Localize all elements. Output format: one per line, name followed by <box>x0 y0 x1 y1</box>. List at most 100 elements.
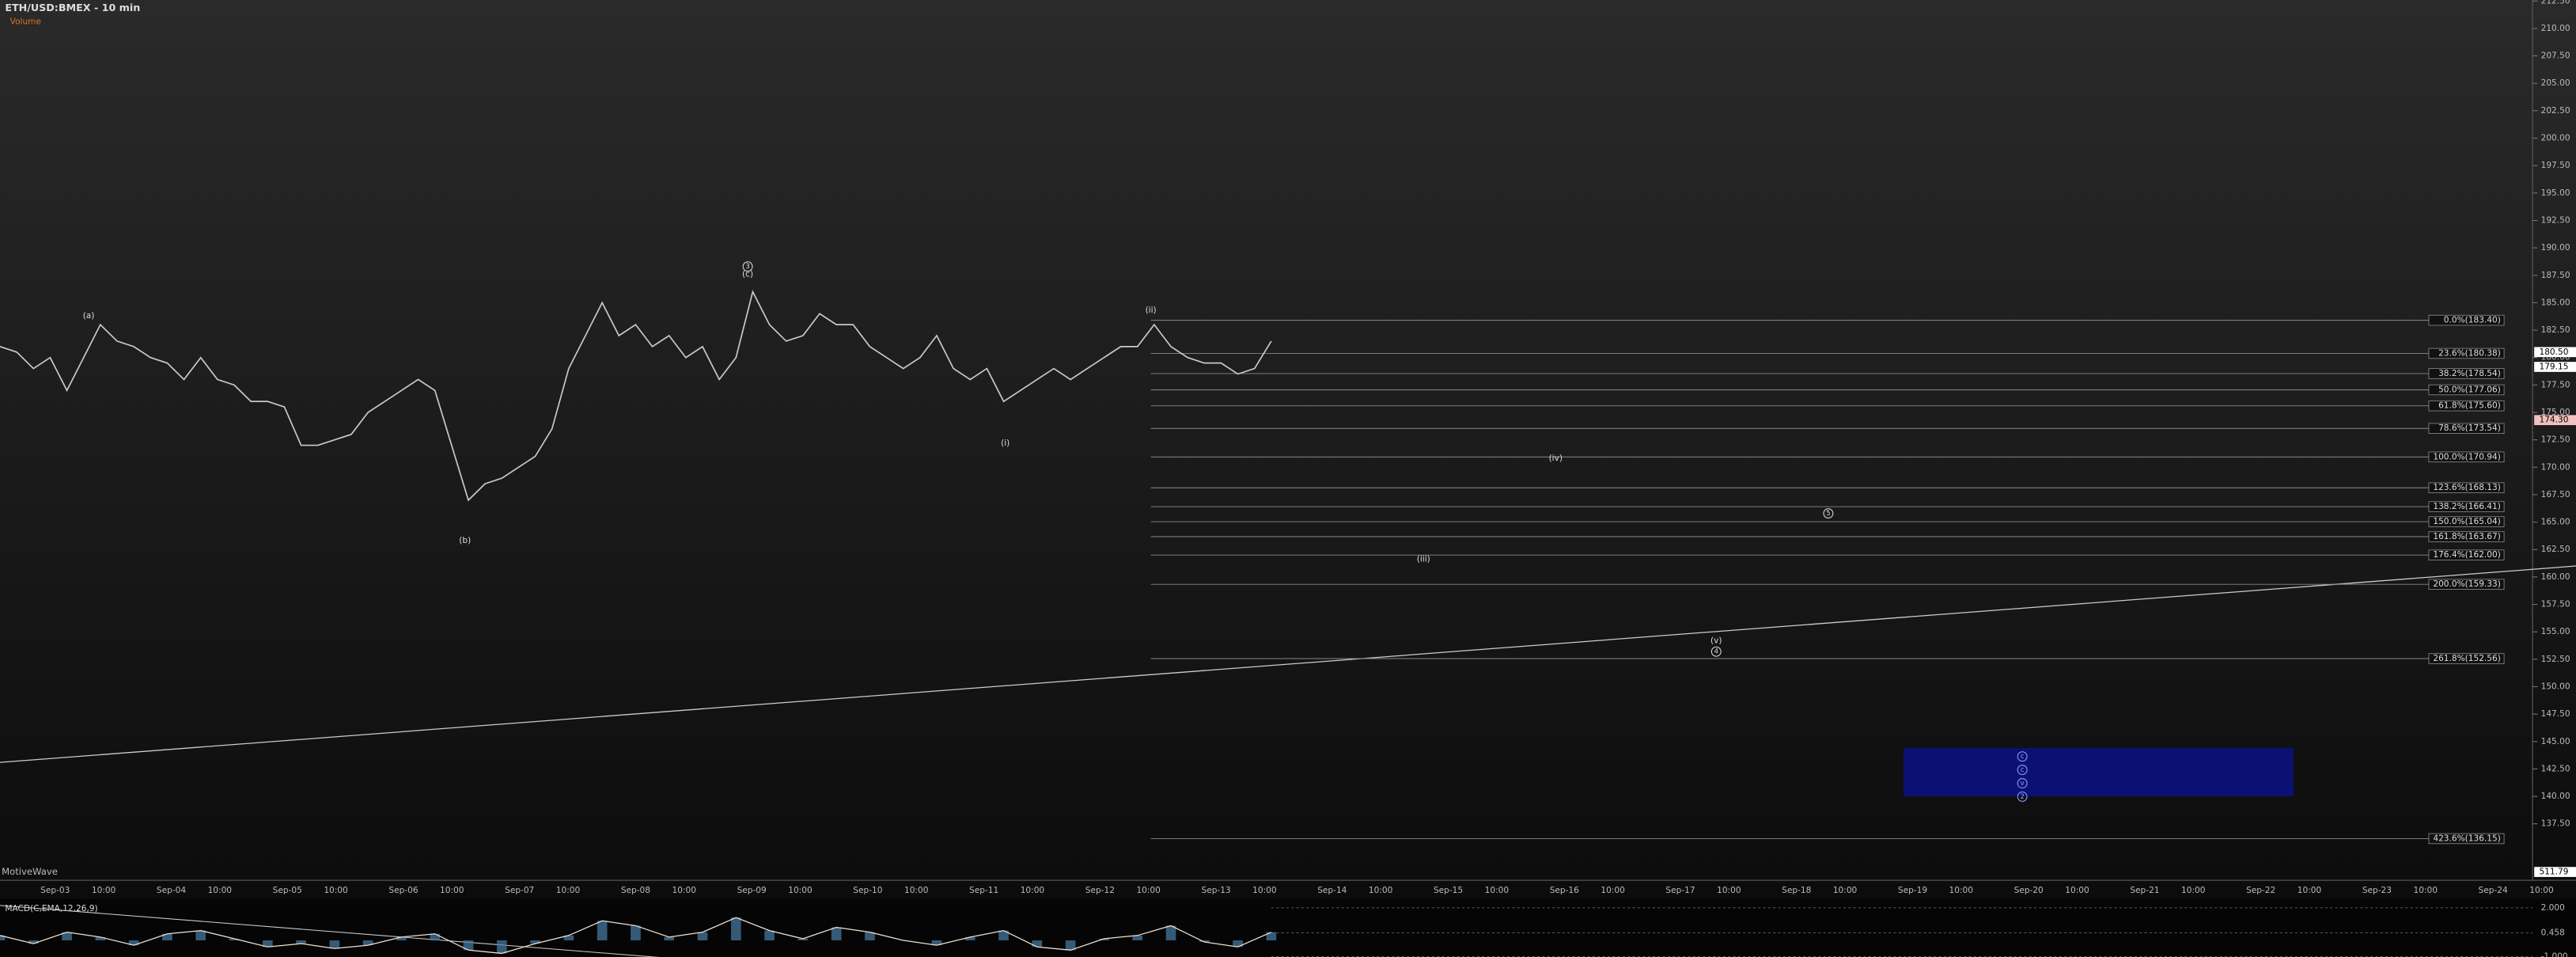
x-tick-label: 10:00 <box>1601 886 1625 895</box>
wave-label: (c) <box>742 269 753 279</box>
x-tick-label: 10:00 <box>904 886 929 895</box>
y-tick-label: 150.00 <box>2541 682 2570 691</box>
x-tick-label: 10:00 <box>2529 886 2554 895</box>
price-marker-label: 179.15 <box>2539 362 2568 371</box>
y-tick-label: 160.00 <box>2541 572 2570 582</box>
box-label-ring <box>2017 778 2028 788</box>
y-tick-label: 200.00 <box>2541 134 2570 143</box>
fib-label-box <box>2428 516 2505 527</box>
y-tick-label: 190.00 <box>2541 243 2570 253</box>
wave-label: (b) <box>459 536 471 545</box>
x-tick-label: 10:00 <box>2298 886 2322 895</box>
y-tick-label: 197.50 <box>2541 161 2570 170</box>
wave-label: (iii) <box>1417 555 1430 564</box>
macd-hist <box>28 940 39 944</box>
wave-label: 4 <box>1714 647 1718 655</box>
fib-label: 61.8%(175.60) <box>2438 401 2501 411</box>
fib-label-box <box>2428 579 2505 590</box>
volume-marker-label: 511.79 <box>2539 868 2568 877</box>
x-tick-label: Sep-16 <box>1550 886 1579 895</box>
macd-hist <box>1099 938 1109 940</box>
macd-hist <box>463 940 474 951</box>
fib-label: 0.0%(183.40) <box>2444 316 2501 325</box>
wave-label: 3 <box>745 262 749 270</box>
macd-hist <box>1132 935 1143 940</box>
x-tick-label: 10:00 <box>788 886 813 895</box>
watermark: MotiveWave <box>2 866 58 877</box>
fib-label-box <box>2428 400 2505 412</box>
macd-hist <box>1199 940 1210 943</box>
macd-hist <box>931 940 942 946</box>
x-tick-label: 10:00 <box>1485 886 1510 895</box>
macd-pane <box>0 898 2576 957</box>
wave-label: (a) <box>83 311 95 321</box>
fib-label: 423.6%(136.15) <box>2433 834 2500 843</box>
macd-hist <box>362 940 373 946</box>
macd-hist <box>764 930 775 940</box>
x-tick-label: 10:00 <box>440 886 464 895</box>
fib-label-box <box>2428 384 2505 396</box>
y-tick-label: 207.50 <box>2541 51 2570 61</box>
macd-hist <box>664 936 675 940</box>
macd-hist <box>631 925 641 940</box>
fib-label: 50.0%(177.06) <box>2438 385 2501 394</box>
price-marker-label: 174.30 <box>2539 416 2568 425</box>
x-tick-label: 10:00 <box>324 886 348 895</box>
fib-label: 123.6%(168.13) <box>2433 483 2500 492</box>
x-tick-label: Sep-12 <box>1085 886 1115 895</box>
y-tick-label: 145.00 <box>2541 737 2570 746</box>
x-tick-label: 10:00 <box>2065 886 2089 895</box>
fib-label-box <box>2428 423 2505 435</box>
fib-label: 23.6%(180.38) <box>2438 348 2501 358</box>
x-tick-label: Sep-13 <box>1201 886 1230 895</box>
volume-label: Volume <box>10 17 41 27</box>
y-tick-label: 167.50 <box>2541 490 2570 499</box>
macd-hist <box>998 930 1009 940</box>
x-tick-label: Sep-07 <box>505 886 534 895</box>
y-tick-label: 195.00 <box>2541 188 2570 198</box>
macd-tick-label: -1.000 <box>2541 952 2568 957</box>
wave-label: (iv) <box>1549 454 1563 463</box>
macd-hist <box>195 930 206 940</box>
fib-label: 161.8%(163.67) <box>2433 532 2500 541</box>
fib-label-box <box>2428 653 2505 664</box>
y-tick-label: 192.50 <box>2541 215 2570 225</box>
box-label-ring <box>2017 751 2028 762</box>
x-tick-label: Sep-15 <box>1434 886 1463 895</box>
fib-label-box <box>2428 347 2505 359</box>
fib-label: 261.8%(152.56) <box>2433 654 2500 663</box>
macd-hist <box>430 933 441 940</box>
x-tick-label: 10:00 <box>1369 886 1393 895</box>
box-label: 2 <box>2020 792 2024 800</box>
x-tick-label: Sep-14 <box>1317 886 1347 895</box>
macd-tick-label: 0.458 <box>2541 929 2565 938</box>
fib-label: 78.6%(173.54) <box>2438 423 2501 433</box>
y-tick-label: 187.50 <box>2541 271 2570 280</box>
y-tick-label: 182.50 <box>2541 325 2570 335</box>
y-tick-label: 177.50 <box>2541 380 2570 389</box>
macd-hist <box>865 932 875 940</box>
x-tick-label: Sep-19 <box>1898 886 1927 895</box>
macd-hist <box>1165 925 1176 940</box>
chart-title: ETH/USD:BMEX - 10 min <box>5 2 140 13</box>
macd-hist <box>1065 940 1076 951</box>
y-tick-label: 162.50 <box>2541 545 2570 554</box>
x-tick-label: Sep-20 <box>2014 886 2044 895</box>
y-tick-label: 170.00 <box>2541 462 2570 472</box>
y-tick-label: 140.00 <box>2541 792 2570 801</box>
x-tick-label: Sep-22 <box>2246 886 2275 895</box>
x-tick-label: 10:00 <box>1021 886 1045 895</box>
price-marker <box>2534 347 2576 358</box>
macd-hist <box>229 938 240 940</box>
x-tick-label: Sep-24 <box>2479 886 2508 895</box>
fib-label-box <box>2428 501 2505 512</box>
macd-line <box>0 917 1272 955</box>
x-tick-label: 10:00 <box>92 886 116 895</box>
macd-tick-label: 2.000 <box>2541 903 2566 913</box>
x-tick-label: Sep-17 <box>1665 886 1695 895</box>
fib-label-box <box>2428 531 2505 542</box>
x-tick-label: Sep-06 <box>388 886 418 895</box>
wave-ring <box>1710 646 1722 657</box>
macd-hist <box>530 940 540 944</box>
macd-hist <box>597 921 608 940</box>
